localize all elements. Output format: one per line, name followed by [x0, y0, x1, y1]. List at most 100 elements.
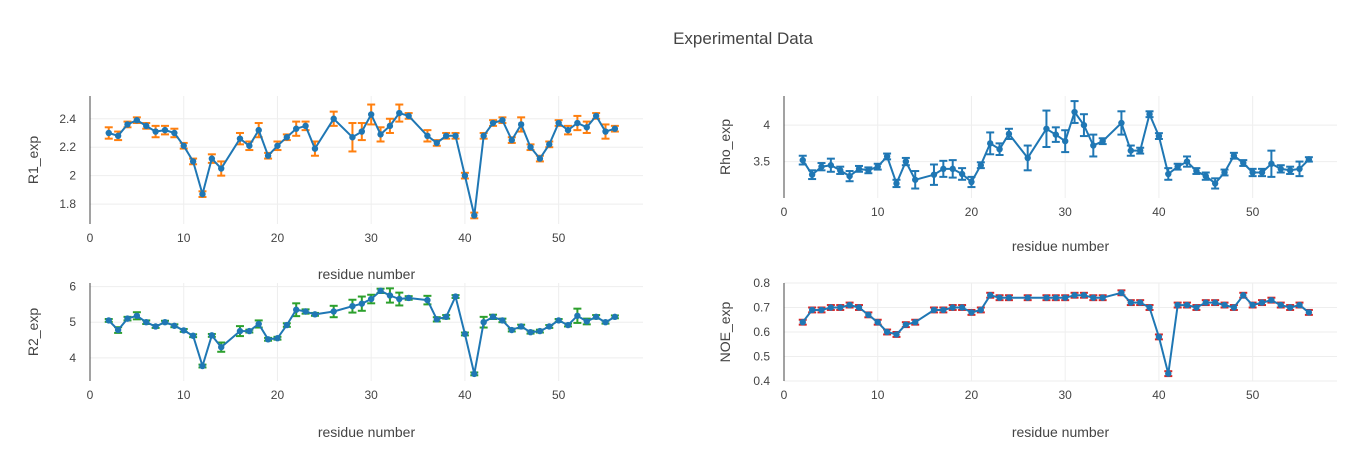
data-point — [846, 172, 853, 180]
data-point — [837, 167, 844, 174]
data-point — [1071, 292, 1078, 299]
y-tick-label: 1.8 — [59, 197, 76, 211]
data-point — [799, 156, 806, 164]
data-point — [855, 304, 863, 311]
data-point — [499, 116, 506, 124]
data-point — [1230, 152, 1238, 159]
data-point — [1286, 304, 1294, 311]
data-point — [1024, 154, 1031, 162]
data-point — [583, 318, 590, 325]
data-point — [189, 158, 197, 165]
x-tick-label: 40 — [1152, 205, 1166, 219]
data-point — [1211, 180, 1219, 187]
data-point — [461, 330, 469, 338]
data-point — [1230, 304, 1238, 311]
y-tick-label: 0.8 — [753, 276, 770, 290]
data-point — [508, 136, 515, 144]
data-point — [912, 176, 919, 183]
data-point — [152, 128, 159, 135]
data-point — [1211, 299, 1219, 306]
data-point — [602, 128, 609, 135]
x-tick-label: 40 — [458, 231, 472, 245]
data-point — [114, 132, 122, 140]
data-point — [1080, 121, 1088, 129]
y-tick-label: 2.2 — [59, 140, 76, 154]
data-point — [349, 302, 356, 310]
y-tick-label: 6 — [69, 280, 76, 294]
data-point — [968, 178, 975, 186]
data-point — [1155, 132, 1163, 140]
chart-panel-4: 0 10 20 30 40 50 0.4 0.5 0.6 0.7 0.8 residue number… — [717, 276, 1337, 440]
data-point — [1174, 163, 1181, 170]
data-point — [143, 122, 150, 130]
data-point — [555, 119, 562, 127]
data-point — [1221, 169, 1228, 176]
data-point — [302, 122, 309, 130]
x-tick-label: 0 — [781, 388, 788, 402]
data-point — [564, 126, 572, 134]
data-point — [1268, 160, 1275, 167]
x-tick-label: 50 — [552, 388, 566, 402]
data-point — [1249, 301, 1256, 309]
data-point — [1005, 294, 1013, 301]
data-point — [893, 180, 900, 187]
x-tick-label: 10 — [871, 205, 885, 219]
data-point — [330, 308, 337, 315]
data-point — [274, 335, 281, 342]
data-point — [1146, 111, 1153, 118]
data-point — [105, 317, 112, 324]
data-point — [311, 145, 319, 152]
data-point — [987, 140, 994, 147]
data-point — [949, 304, 956, 311]
data-point — [180, 142, 187, 149]
data-point — [555, 317, 562, 324]
data-point — [1202, 299, 1209, 306]
data-point — [883, 328, 891, 336]
data-point — [1268, 296, 1275, 304]
data-point — [987, 292, 994, 299]
data-point — [377, 131, 384, 138]
chart-panel-1: 0 10 20 30 40 50 1.8 2 2.2 2.4 residue number R1_ex… — [25, 96, 643, 282]
data-point — [940, 306, 947, 314]
data-point — [902, 158, 910, 165]
data-point — [837, 304, 844, 311]
data-point — [405, 112, 412, 120]
data-point — [977, 306, 985, 314]
data-point — [471, 212, 478, 219]
data-point — [152, 323, 159, 330]
y-tick-label: 0.7 — [753, 301, 770, 315]
data-point — [358, 300, 366, 307]
data-point — [1277, 301, 1284, 309]
data-point — [180, 327, 187, 334]
data-point — [283, 321, 291, 329]
x-tick-label: 0 — [781, 205, 788, 219]
y-tick-label: 2 — [69, 169, 76, 183]
data-point — [1286, 167, 1294, 174]
data-point — [517, 121, 525, 128]
data-point — [827, 162, 835, 169]
data-point — [367, 111, 375, 118]
data-point — [527, 144, 534, 151]
y-tick-label: 2.4 — [59, 112, 76, 126]
data-point — [1127, 147, 1134, 154]
y-tick-label: 0.5 — [753, 350, 770, 364]
data-point — [546, 141, 553, 148]
data-point — [1202, 172, 1209, 180]
data-point — [489, 119, 497, 127]
x-axis-title: residue number — [1012, 424, 1110, 440]
data-point — [1296, 301, 1303, 309]
data-point — [1258, 299, 1266, 306]
y-tick-label: 3.5 — [753, 155, 770, 169]
data-point — [161, 126, 169, 134]
data-point — [105, 129, 112, 137]
data-point — [968, 309, 975, 316]
chart-panel-2: 0 10 20 30 40 50 3.5 4 residue number Rho_exp — [717, 96, 1337, 254]
data-point — [1005, 130, 1013, 138]
data-point — [1118, 119, 1125, 127]
data-point — [958, 170, 966, 178]
data-point — [396, 295, 403, 303]
data-point — [1258, 169, 1266, 176]
data-point — [199, 190, 206, 198]
data-point — [171, 322, 178, 329]
